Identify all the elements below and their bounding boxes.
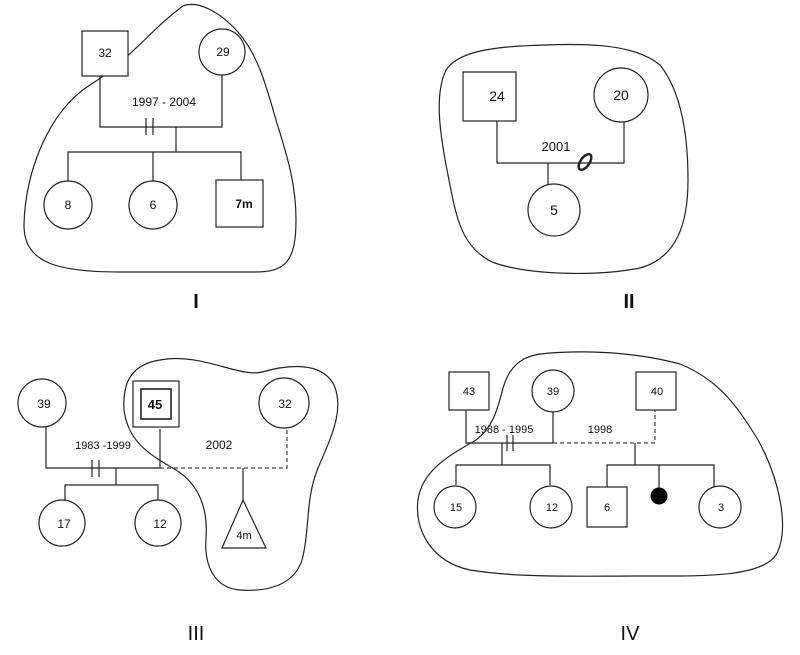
marriage-years-I: 1997 - 2004 [132,95,196,109]
child-circle-II [527,183,581,237]
father-square-II [462,71,517,122]
mother-circle-I [198,28,246,76]
partner-line-IV [553,410,656,444]
mother-age-I: 29 [216,45,230,59]
panel-label-I: I [193,291,199,313]
child-age-4-IV: 3 [718,502,724,514]
child-age-2-IV: 12 [546,502,558,514]
child-age-2-I: 6 [150,198,157,212]
cohabitation-mark-II [577,152,593,172]
panel-II: 24 20 2001 5 II [438,43,689,313]
marriage-years-III: 1983 -1999 [75,440,131,452]
marriage-year-II: 2001 [542,139,571,154]
household-boundary-II [438,43,689,274]
household-boundary-I [23,3,297,273]
child-age-2-III: 12 [153,517,167,531]
child-circle-1-I [43,180,93,230]
father-line-I [99,72,223,128]
man-inner-square-III [140,388,172,420]
couple-line-II [496,118,625,164]
panel-label-II: II [623,291,634,313]
woman-circle-IV [531,369,575,413]
panel-I: 32 29 1997 - 2004 8 6 7m I [23,3,297,313]
child-age-1-I: 8 [65,198,72,212]
man2-square-IV [635,371,677,411]
first-marriage-line-III [45,421,161,469]
marriage-years-IV: 1988 - 1995 [475,424,534,436]
child-circle-2-IV [529,485,573,529]
mother-age-II: 20 [613,87,629,103]
household-boundary-IV [416,351,784,577]
man1-age-IV: 43 [463,386,475,398]
sibship-line-1-IV [455,464,551,485]
partner-age-III: 32 [278,397,292,411]
woman-age-IV: 39 [547,386,559,398]
panel-label-III: III [188,623,205,645]
partner-year-IV: 1998 [588,424,612,436]
pregnancy-triangle-III [221,498,267,549]
child-age-II: 5 [550,202,558,218]
panel-IV: 43 39 40 1988 - 1995 1998 15 12 6 3 IV [416,351,784,645]
child-circle-4-IV [698,485,742,529]
child-age-3-I: 7m [235,197,252,211]
partner-circle-III [258,377,310,429]
child-age-1-III: 17 [57,517,71,531]
panel-label-IV: IV [621,623,641,645]
partner-year-III: 2002 [206,438,233,452]
man2-age-IV: 40 [651,386,663,398]
child-circle-2-I [128,180,178,230]
panel-III: 39 45 32 1983 -1999 2002 17 12 4m III [17,358,339,645]
sibship-line-2-IV [606,464,715,487]
father-age-I: 32 [98,46,112,60]
deceased-child-dot-IV [650,487,668,505]
child-age-1-IV: 15 [450,502,462,514]
sibship-line-I [67,151,242,182]
ex-wife-age-III: 39 [37,397,51,411]
child-circle-2-III [134,499,182,547]
pregnancy-label-III: 4m [236,530,251,542]
man1-square-IV [448,371,490,411]
sibship-line-III [64,484,159,508]
man-age-III: 45 [148,397,162,412]
child-age-3-IV: 6 [604,502,610,514]
partner-line-III [160,420,288,469]
child-square-3-IV [586,486,628,528]
mother-circle-II [593,67,649,123]
father-square-I [81,30,129,77]
child-square-3-I [215,179,264,228]
child-circle-1-IV [433,485,477,529]
ex-wife-circle-III [17,378,67,428]
father-age-II: 24 [489,88,505,104]
household-boundary-III [123,358,339,591]
child-circle-1-III [38,499,86,547]
first-marriage-line-IV [465,410,554,444]
